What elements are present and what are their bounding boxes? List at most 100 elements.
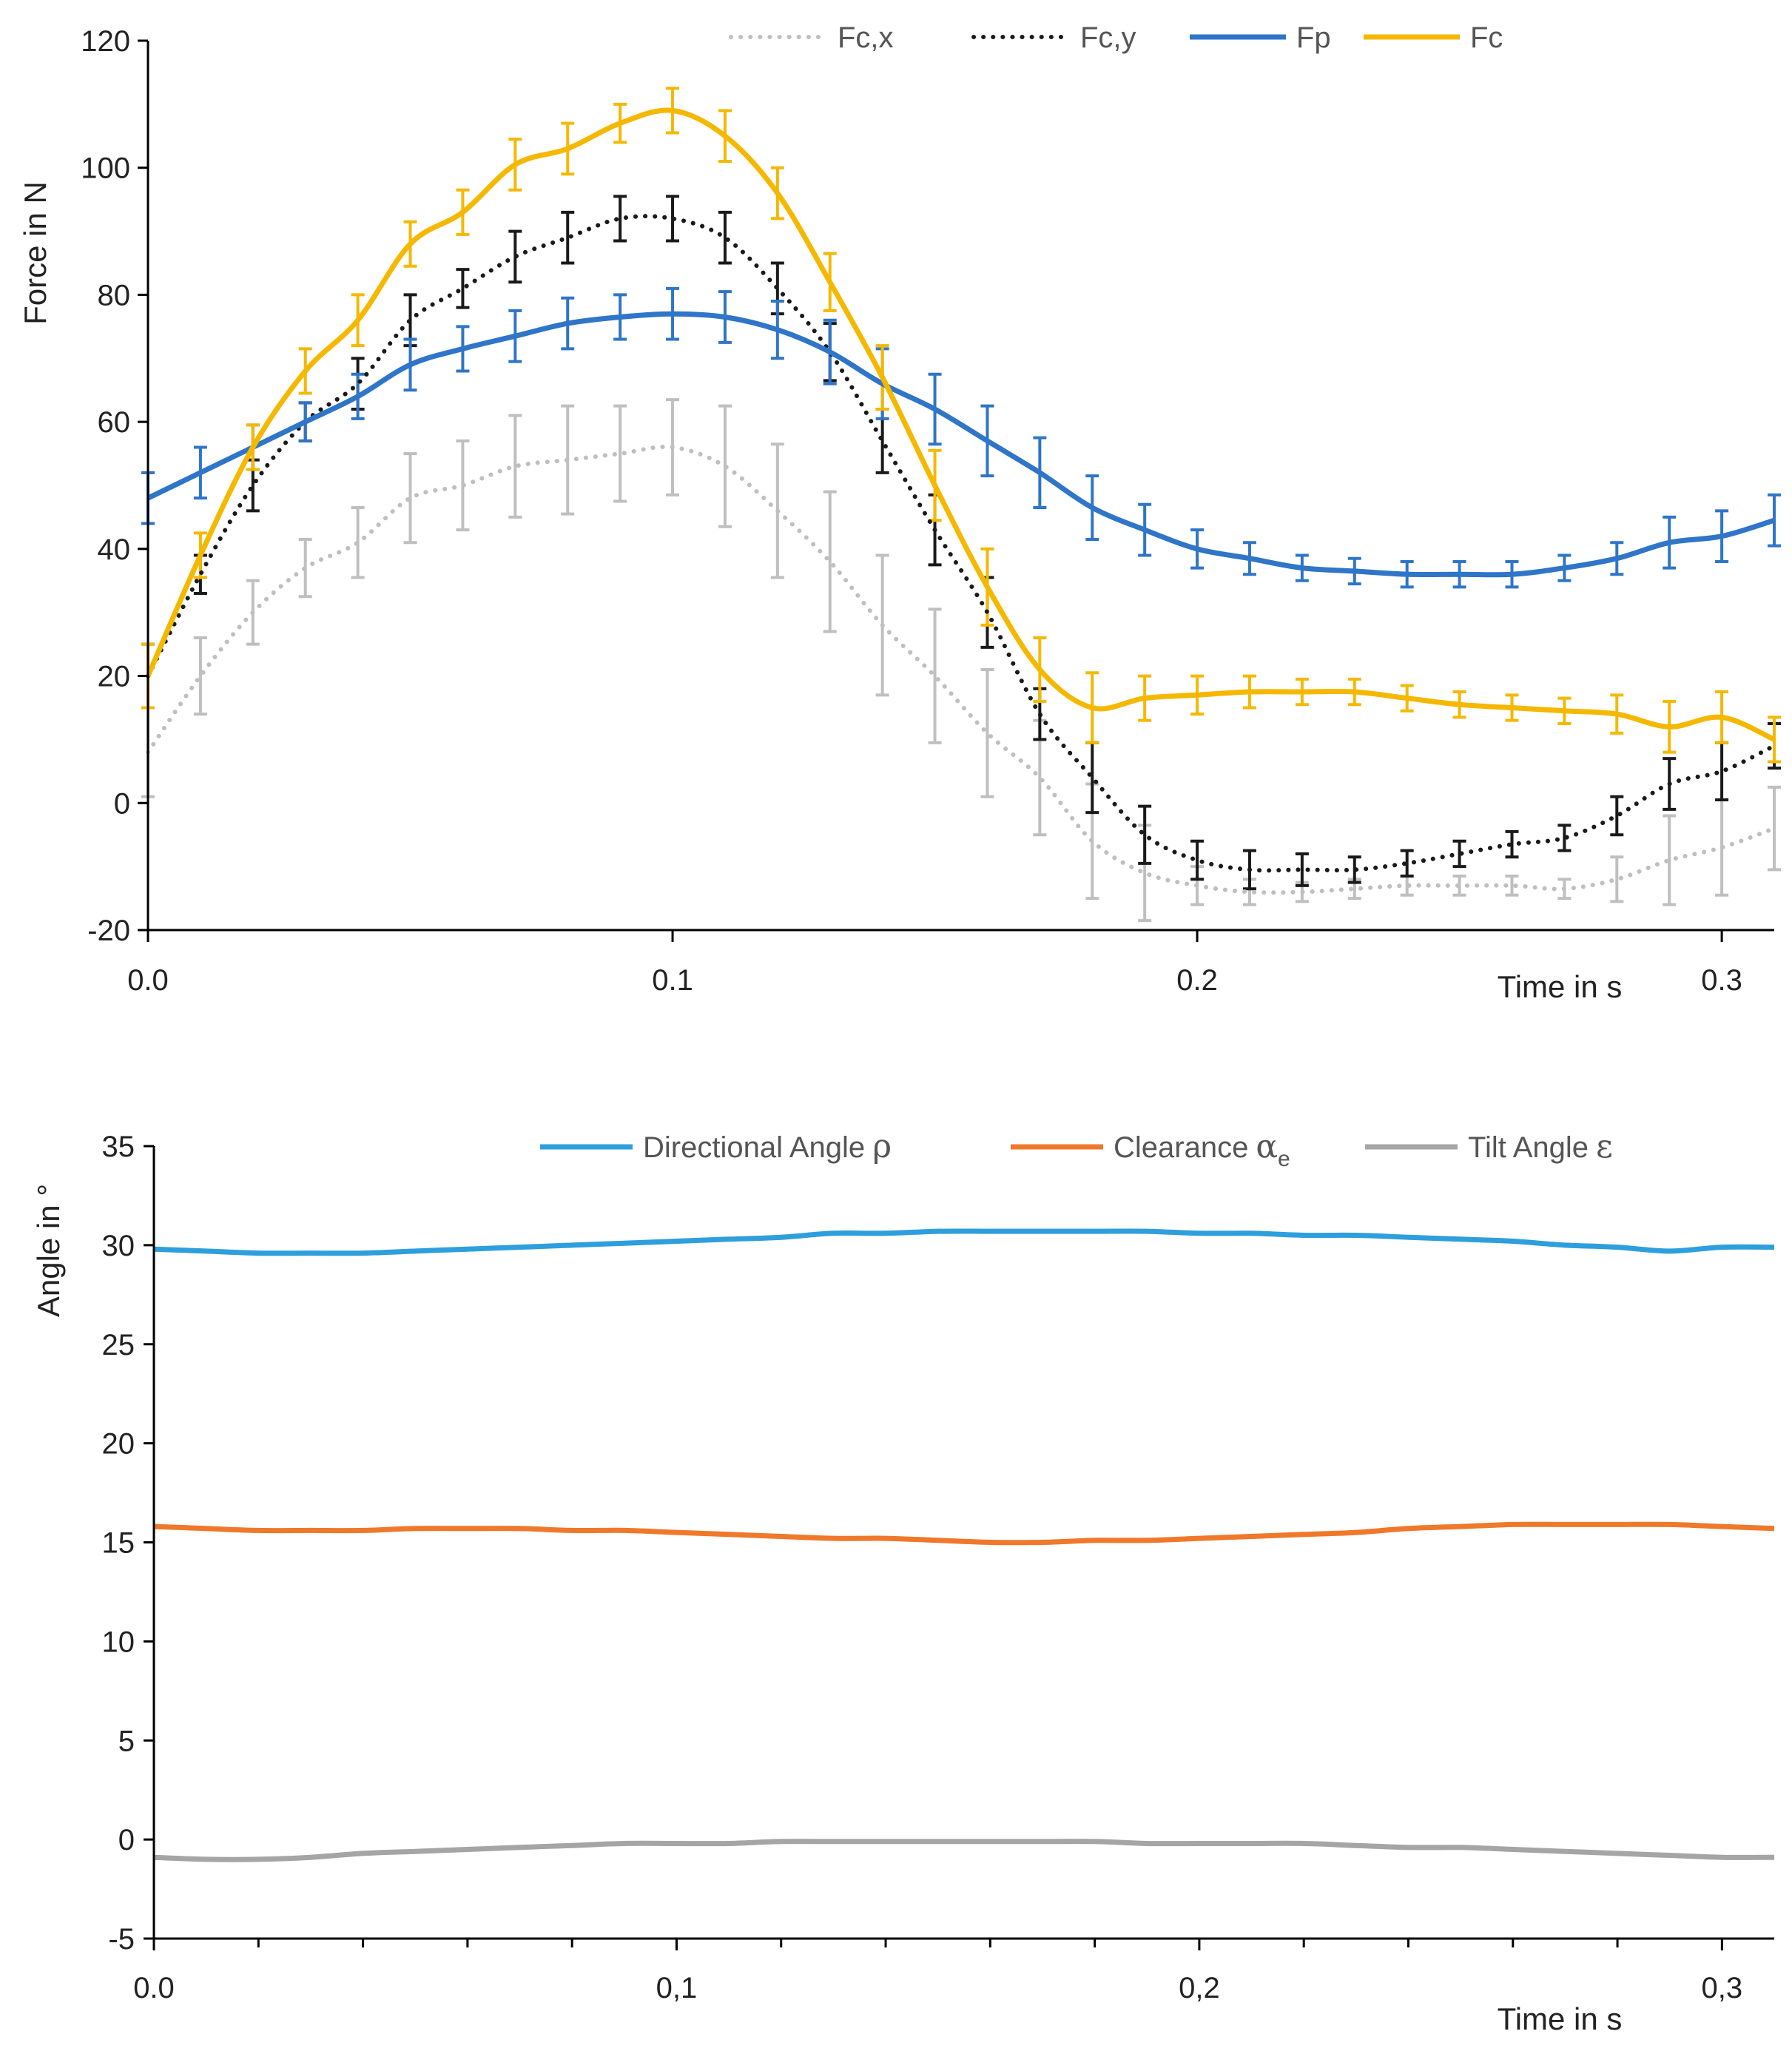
data-point xyxy=(513,162,517,166)
data-point xyxy=(1195,883,1199,888)
data-point xyxy=(1509,883,1514,888)
data-point xyxy=(1037,667,1042,672)
data-point xyxy=(565,321,570,326)
data-point xyxy=(1250,1231,1254,1236)
data-point xyxy=(1247,556,1252,561)
data-point xyxy=(1301,1233,1306,1237)
data-point xyxy=(513,464,517,468)
data-point xyxy=(413,1526,417,1531)
data-point xyxy=(828,559,832,564)
data-point xyxy=(828,350,832,354)
data-point xyxy=(1772,1855,1776,1859)
data-point xyxy=(413,1249,417,1253)
data-point xyxy=(674,1239,678,1244)
data-point xyxy=(309,1855,313,1859)
data-point xyxy=(1300,690,1304,694)
data-point xyxy=(727,1237,731,1242)
data-point xyxy=(303,420,308,424)
force-series-lines xyxy=(145,107,1776,895)
series-line-fc-y xyxy=(146,214,1776,873)
data-point xyxy=(1719,845,1724,849)
data-point xyxy=(1458,702,1462,707)
data-point xyxy=(883,1231,888,1236)
data-point xyxy=(880,439,885,443)
data-point xyxy=(723,134,727,138)
y-tick-label: 5 xyxy=(118,1725,135,1757)
data-point xyxy=(988,1540,992,1545)
data-point xyxy=(988,1839,992,1844)
data-point xyxy=(1300,867,1304,872)
data-point xyxy=(198,471,203,475)
angle-x-axis-title: Time in s xyxy=(1498,2001,1623,2036)
data-point xyxy=(1037,712,1042,716)
data-point xyxy=(309,1528,313,1532)
data-point xyxy=(1772,1245,1776,1250)
series-line-fc xyxy=(145,107,1776,742)
data-point xyxy=(1458,883,1462,888)
data-point xyxy=(1353,690,1357,694)
data-point xyxy=(779,1235,784,1239)
data-point xyxy=(1195,858,1199,863)
data-point xyxy=(775,191,780,195)
data-point xyxy=(1037,775,1042,780)
data-point xyxy=(1458,1237,1463,1242)
data-point xyxy=(565,147,570,151)
data-point xyxy=(1353,886,1357,891)
legend-label: Directional Angle ρ xyxy=(643,1128,892,1165)
data-point xyxy=(303,566,308,570)
data-point xyxy=(204,1857,209,1862)
y-tick-label: 35 xyxy=(102,1131,135,1163)
series-line-clearance xyxy=(153,1521,1775,1546)
data-point xyxy=(1353,867,1357,872)
data-point xyxy=(1250,1534,1254,1538)
data-point xyxy=(565,235,570,240)
data-point xyxy=(1562,836,1566,841)
data-point xyxy=(936,1839,940,1844)
data-point xyxy=(880,623,885,627)
data-point xyxy=(1772,518,1776,522)
data-point xyxy=(356,540,360,545)
data-point xyxy=(1142,871,1147,875)
data-point xyxy=(1406,1526,1410,1531)
data-point xyxy=(1772,1526,1776,1531)
data-point xyxy=(465,1848,470,1852)
data-point xyxy=(460,210,465,215)
data-point xyxy=(565,458,570,462)
data-point xyxy=(570,1528,574,1532)
force-chart: Force in N Time in s 120 100 80 60 40 20 0 -20 0… xyxy=(18,21,1781,1004)
data-point xyxy=(618,216,622,220)
y-tick-label: 15 xyxy=(102,1527,135,1560)
y-tick-label: -5 xyxy=(108,1923,135,1956)
legend-symbol: ρ xyxy=(872,1128,892,1165)
data-point xyxy=(1300,889,1304,894)
data-point xyxy=(1667,782,1671,787)
data-point xyxy=(723,314,727,319)
data-point xyxy=(1614,556,1619,561)
x-tick-label: 0,3 xyxy=(1702,1972,1743,2004)
angle-chart: Angle in ° Time in s 35 30 25 20 15 10 5 0 -5 0.0… xyxy=(31,1128,1776,2036)
data-point xyxy=(570,1243,574,1247)
data-point xyxy=(413,1849,417,1853)
force-y-axis-title: Force in N xyxy=(18,181,53,325)
x-tick-label: 0.0 xyxy=(127,964,169,997)
data-point xyxy=(618,314,622,319)
data-point xyxy=(1614,813,1619,818)
data-point xyxy=(936,1538,940,1543)
data-point xyxy=(670,216,675,220)
data-point xyxy=(883,1839,888,1844)
data-point xyxy=(513,255,517,259)
data-point xyxy=(622,1241,627,1245)
legend-label: Fc,y xyxy=(1080,21,1136,54)
data-point xyxy=(1197,1536,1202,1540)
data-point xyxy=(408,318,413,323)
data-point xyxy=(1458,572,1462,576)
series-line-fp xyxy=(146,311,1776,578)
angle-y-axis-title: Angle in ° xyxy=(31,1184,66,1317)
data-point xyxy=(880,375,885,380)
data-point xyxy=(1563,1522,1567,1526)
x-tick-label: 0,1 xyxy=(656,1972,698,2004)
legend-subscript: e xyxy=(1278,1147,1290,1171)
y-tick-label: -20 xyxy=(87,915,130,947)
